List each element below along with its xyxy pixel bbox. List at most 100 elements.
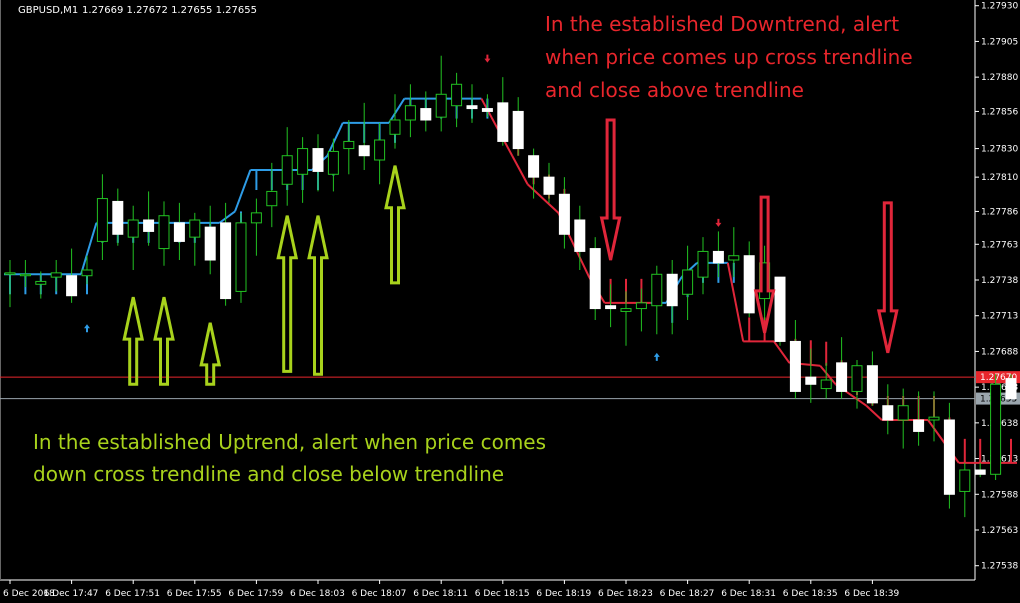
candle — [112, 188, 124, 246]
candle — [297, 137, 309, 203]
candle — [481, 94, 493, 118]
uptrend-annotation-line-2: down cross trendline and close below tre… — [33, 462, 504, 486]
candle — [990, 374, 1002, 480]
candle-body — [666, 273, 678, 307]
candle — [143, 191, 155, 246]
candle — [574, 205, 586, 270]
candle-body — [743, 255, 755, 314]
candle — [374, 122, 386, 185]
candle — [620, 291, 632, 346]
candles-layer — [4, 55, 1017, 518]
candle-body — [774, 276, 786, 342]
candle-body — [682, 269, 694, 295]
candle-body — [651, 273, 663, 307]
uptrend-annotation-line-1: In the established Uptrend, alert when p… — [33, 430, 546, 454]
candle — [913, 391, 925, 446]
candle-body — [820, 379, 832, 390]
candle — [66, 248, 78, 303]
x-tick-label: 6 Dec 18:31 — [721, 589, 776, 599]
trendline-segment — [219, 210, 236, 224]
y-tick-label: 1.27688 — [981, 347, 1018, 357]
candle — [96, 174, 108, 260]
annotation-down-arrow — [876, 201, 899, 354]
candle — [343, 120, 355, 175]
annotation-up-arrow — [307, 215, 329, 376]
annotation-up-arrow — [153, 296, 175, 386]
candle — [635, 288, 647, 332]
y-tick-label: 1.27830 — [981, 145, 1018, 155]
trendline-segment — [326, 122, 344, 157]
candle — [435, 55, 447, 132]
candle — [743, 241, 755, 318]
candle — [127, 205, 139, 270]
candle-body — [435, 93, 447, 118]
y-tick-label: 1.27588 — [981, 490, 1018, 500]
up-arrow-marker — [84, 324, 90, 333]
downtrend-annotation-line-2: when price comes up cross trendline — [545, 45, 913, 69]
candle — [35, 271, 47, 299]
x-tick-label: 6 Dec 17:55 — [167, 589, 222, 599]
candle-body — [481, 108, 493, 112]
candle — [974, 462, 986, 478]
candle — [820, 362, 832, 399]
candle-body — [343, 140, 355, 150]
candle-body — [959, 469, 971, 492]
candle — [697, 237, 709, 295]
trendline-segment — [726, 262, 745, 342]
trendline-segment — [773, 340, 791, 364]
y-tick-label: 1.27856 — [981, 107, 1018, 117]
candle-body — [281, 155, 293, 185]
candle-body — [266, 190, 278, 207]
candle — [805, 348, 817, 403]
candle — [19, 260, 31, 288]
candle — [50, 260, 62, 292]
annotation-up-arrow — [276, 215, 299, 373]
candle — [789, 320, 801, 399]
candle-body — [220, 222, 232, 300]
candle-body — [81, 269, 93, 277]
x-tick-label: 6 Dec 18:23 — [598, 589, 653, 599]
candle-body — [589, 248, 601, 310]
candle-body — [312, 148, 324, 172]
candle-body — [19, 273, 31, 277]
y-tick-label: 1.27738 — [981, 276, 1018, 286]
candle — [651, 265, 663, 335]
candle — [512, 97, 524, 156]
x-tick-label: 6 Dec 18:07 — [352, 589, 407, 599]
candle-body — [497, 102, 509, 142]
candle — [358, 102, 370, 170]
candle — [882, 384, 894, 435]
candle — [728, 227, 740, 278]
symbol-label: GBPUSD,M1 — [18, 5, 78, 16]
candle — [866, 351, 878, 406]
annotation-down-arrow — [599, 118, 622, 261]
markers-layer — [84, 54, 722, 361]
x-tick-label: 6 Dec 18:35 — [783, 589, 838, 599]
candle — [943, 402, 955, 509]
candle — [281, 127, 293, 206]
annotation-down-arrow — [753, 195, 776, 334]
downtrend-annotation: In the established Downtrend, alert when… — [545, 12, 913, 102]
trendline-layer — [4, 97, 1017, 464]
candle — [836, 337, 848, 399]
down-arrow-marker — [715, 218, 722, 227]
y-tick-label: 1.27786 — [981, 207, 1018, 217]
candle-body — [897, 405, 909, 421]
candle-body — [543, 176, 555, 195]
annotation-arrows-layer — [122, 118, 899, 386]
candle-body — [974, 469, 986, 475]
trendline-segment — [819, 365, 837, 385]
candle — [712, 231, 724, 278]
candle-body — [635, 302, 647, 310]
candle — [851, 360, 863, 409]
candle — [404, 84, 416, 138]
candle-body — [420, 108, 432, 121]
candle — [220, 202, 232, 306]
y-tick-label: 1.27563 — [981, 526, 1018, 536]
candle — [682, 245, 694, 320]
ohlc-header: 1.27669 1.27672 1.27655 1.27655 — [82, 5, 257, 16]
candle — [312, 134, 324, 192]
candle-body — [127, 219, 139, 238]
